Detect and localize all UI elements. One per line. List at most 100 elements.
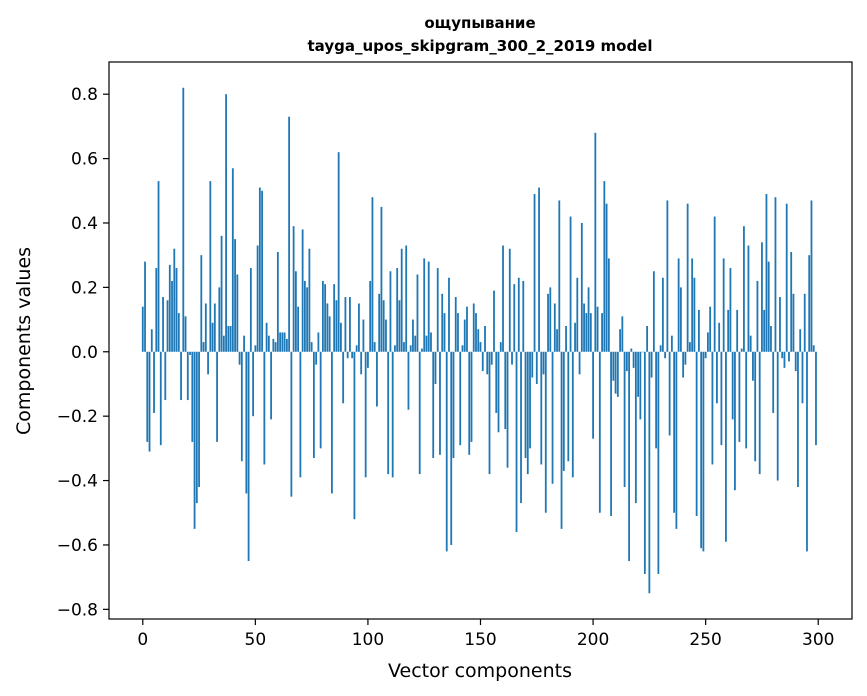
x-axis-ticks: 0 50 100 150 200 250 300	[137, 619, 834, 650]
bar-29	[207, 351, 209, 375]
y-tick-label: 0.0	[71, 343, 98, 363]
bar-145	[468, 351, 471, 455]
bar-124	[421, 348, 423, 352]
plot-frame	[108, 61, 853, 620]
bar-31	[211, 322, 214, 352]
bar-215	[625, 351, 628, 372]
bar-93	[351, 351, 354, 359]
bar-187	[562, 351, 565, 471]
bar-175	[535, 351, 538, 384]
bar-193	[576, 277, 579, 352]
bar-236	[673, 351, 676, 513]
bar-39	[229, 326, 232, 352]
bar-136	[448, 277, 450, 352]
bar-154	[488, 351, 491, 475]
bar-65	[288, 116, 291, 352]
bar-127	[427, 261, 430, 352]
bar-63	[283, 332, 286, 352]
bar-191	[571, 351, 574, 478]
bar-231	[661, 277, 664, 352]
bar-299	[815, 351, 817, 446]
bar-69	[297, 306, 300, 352]
bar-36	[222, 335, 225, 352]
bar-258	[722, 258, 725, 352]
y-tick-label: 0.4	[71, 214, 98, 234]
bar-90	[344, 297, 347, 352]
bar-177	[540, 351, 543, 465]
bar-228	[655, 351, 658, 449]
bar-255	[716, 351, 718, 404]
bar-123	[418, 351, 421, 475]
bar-100	[367, 351, 369, 368]
bar-30	[209, 181, 212, 352]
bar-223	[643, 351, 646, 574]
bar-267	[743, 226, 745, 352]
bar-276	[763, 309, 766, 352]
y-tick-label: 0.8	[71, 85, 98, 105]
x-tick-label: 50	[245, 630, 267, 650]
bar-282	[776, 351, 779, 481]
bar-272	[754, 351, 757, 462]
bar-67	[292, 226, 295, 352]
bar-199	[589, 313, 592, 352]
bar-240	[682, 351, 685, 378]
bar-118	[407, 351, 410, 410]
bar-290	[794, 351, 797, 372]
bar-198	[587, 287, 590, 352]
bar-24	[195, 351, 198, 504]
bar-173	[531, 351, 534, 378]
bar-279	[770, 326, 772, 352]
bar-119	[409, 345, 412, 352]
bar-295	[806, 351, 808, 552]
bar-257	[720, 351, 723, 446]
bar-21	[189, 351, 191, 355]
bar-132	[439, 351, 441, 455]
bar-203	[598, 351, 601, 513]
bar-146	[470, 351, 473, 442]
bar-195	[580, 222, 583, 352]
bar-5	[153, 351, 155, 413]
bar-33	[216, 351, 218, 442]
bar-144	[466, 306, 468, 352]
bar-248	[700, 351, 703, 549]
bar-289	[792, 293, 795, 352]
bar-256	[718, 322, 721, 352]
bar-52	[258, 187, 261, 352]
bar-13	[171, 280, 173, 352]
bar-19	[184, 316, 187, 352]
bar-158	[497, 351, 500, 433]
bar-234	[668, 351, 671, 436]
bar-156	[493, 290, 495, 352]
bar-134	[443, 313, 446, 352]
y-axis-label: Components values	[13, 247, 35, 435]
bar-16	[177, 313, 180, 352]
bar-11	[166, 300, 169, 352]
bar-254	[713, 216, 716, 352]
bar-264	[736, 309, 739, 352]
bar-138	[452, 351, 455, 459]
x-tick-label: 100	[352, 630, 384, 650]
bar-201	[594, 132, 597, 352]
y-tick-label: 0.6	[71, 150, 98, 170]
bar-246	[695, 351, 698, 516]
bar-105	[378, 293, 381, 352]
bar-270	[749, 335, 752, 352]
bar-278	[767, 261, 770, 352]
chart-subtitle: tayga_upos_skipgram_300_2_2019 model	[308, 37, 653, 55]
bar-253	[711, 351, 714, 465]
bar-86	[335, 300, 338, 352]
bar-219	[634, 351, 637, 504]
bar-148	[475, 313, 477, 352]
bar-287	[788, 351, 790, 362]
bar-70	[299, 351, 302, 478]
bar-94	[353, 351, 356, 520]
bar-73	[306, 287, 309, 352]
bar-217	[630, 348, 633, 352]
bar-168	[520, 351, 522, 504]
bar-116	[403, 342, 405, 352]
bar-212	[619, 329, 621, 352]
bar-114	[398, 300, 401, 352]
bar-298	[812, 345, 815, 352]
bar-54	[263, 351, 266, 465]
y-tick-label: −0.2	[57, 407, 98, 427]
